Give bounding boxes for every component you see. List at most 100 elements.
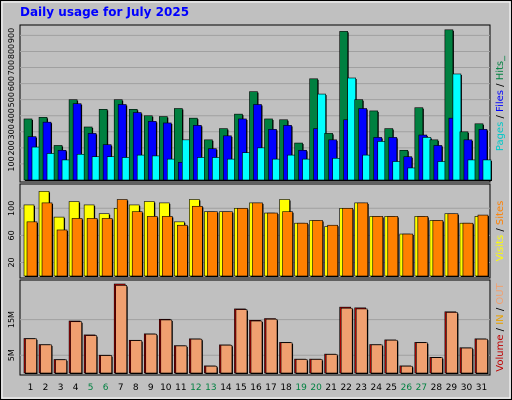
xtick-day-24: 24: [371, 383, 383, 393]
xtick-day-18: 18: [280, 383, 292, 393]
bar-sites-22: [342, 208, 353, 277]
bar-out-27: [416, 342, 428, 374]
bar-sites-17: [267, 212, 278, 277]
ytick-hits-200: 200: [7, 140, 16, 155]
bar-sites-6: [101, 218, 113, 277]
ytick-hits-500: 500: [7, 92, 16, 107]
bar-out-8: [130, 340, 143, 374]
bar-out-21: [325, 354, 338, 374]
ytick-volume-5: 5M: [7, 349, 16, 361]
bar-out-11: [175, 345, 188, 374]
bar-out-28: [431, 357, 443, 374]
ytick-hits-100: 100: [7, 156, 16, 171]
bar-sites-26: [402, 233, 414, 277]
legend-hits-part-5: _: [495, 55, 506, 62]
legend-hits: Pages / Files / Hits_: [495, 55, 506, 151]
bar-out-4: [70, 321, 82, 374]
bar-sites-24: [372, 216, 384, 277]
legend-volume: Volume / IN / OUT: [495, 282, 506, 371]
bar-sites-5: [86, 218, 98, 277]
bar-sites-15: [237, 208, 248, 277]
bar-sites-16: [252, 202, 263, 277]
xtick-day-6: 6: [103, 383, 109, 393]
legend-visits-part-2: Sites: [495, 201, 506, 225]
ytick-hits-400: 400: [7, 108, 16, 123]
bar-out-10: [160, 319, 173, 374]
legend-hits-part-1: /: [495, 112, 506, 122]
xtick-day-17: 17: [265, 383, 276, 393]
bar-out-1: [25, 338, 37, 374]
bar-pages-31: [482, 159, 492, 181]
bar-out-22: [340, 307, 353, 374]
bar-out-14: [220, 344, 233, 374]
xtick-day-21: 21: [325, 383, 336, 393]
xtick-day-12: 12: [190, 383, 201, 393]
xtick-day-29: 29: [446, 383, 458, 393]
ytick-hits-700: 700: [7, 60, 16, 75]
bar-sites-13: [207, 211, 218, 277]
bar-out-3: [55, 359, 67, 374]
bar-sites-23: [357, 202, 369, 277]
bar-sites-31: [477, 214, 489, 277]
legend-volume-part-2: IN: [495, 314, 506, 324]
bar-out-9: [145, 333, 158, 374]
xtick-day-3: 3: [58, 383, 64, 393]
legend-volume-part-4: OUT: [495, 282, 506, 304]
bar-sites-14: [222, 211, 233, 277]
xtick-day-15: 15: [235, 383, 246, 393]
xtick-day-8: 8: [133, 383, 139, 393]
legend-hits-part-3: /: [495, 80, 506, 90]
bar-sites-20: [312, 220, 323, 277]
legend-volume-part-3: /: [495, 305, 506, 315]
bar-out-26: [401, 365, 413, 374]
bar-sites-4: [71, 218, 83, 277]
xtick-day-10: 10: [160, 383, 172, 393]
bar-out-25: [385, 339, 398, 374]
bar-sites-9: [146, 216, 158, 277]
bar-out-17: [265, 318, 278, 374]
bar-sites-28: [432, 220, 444, 277]
bar-out-15: [235, 309, 248, 374]
bar-out-6: [100, 355, 112, 374]
xtick-day-23: 23: [355, 383, 366, 393]
bar-out-20: [310, 359, 323, 374]
bar-out-18: [280, 342, 293, 374]
bar-out-7: [115, 285, 127, 374]
ytick-visits-20: 20: [7, 257, 16, 267]
bar-sites-18: [282, 211, 293, 277]
xtick-day-14: 14: [220, 383, 232, 393]
bar-sites-21: [327, 224, 338, 277]
bar-out-23: [355, 308, 368, 374]
bar-out-29: [446, 312, 458, 374]
xtick-day-2: 2: [43, 383, 49, 393]
bar-out-5: [85, 335, 97, 374]
legend-visits: Visits / Sites: [495, 201, 506, 262]
xtick-day-19: 19: [295, 383, 307, 393]
xtick-day-25: 25: [386, 383, 397, 393]
bar-sites-3: [56, 229, 68, 277]
bar-out-16: [250, 320, 263, 374]
xtick-day-30: 30: [461, 383, 473, 393]
bar-sites-2: [41, 202, 53, 277]
ytick-visits-60: 60: [7, 230, 16, 240]
ytick-hits-900: 900: [7, 28, 16, 43]
xtick-day-13: 13: [205, 383, 216, 393]
bar-sites-8: [131, 211, 143, 277]
xtick-day-22: 22: [340, 383, 351, 393]
bar-sites-27: [417, 216, 429, 277]
ytick-hits-300: 300: [7, 124, 16, 139]
bar-pages-29: [452, 73, 462, 181]
bar-sites-19: [297, 222, 308, 277]
legend-volume-part-0: Volume: [495, 335, 506, 372]
xtick-day-28: 28: [431, 383, 443, 393]
ytick-visits-100: 100: [7, 201, 16, 216]
bar-out-30: [461, 347, 473, 374]
legend-hits-part-4: Hits: [495, 61, 506, 80]
bar-sites-12: [192, 205, 203, 277]
bar-out-2: [40, 344, 52, 374]
xtick-day-7: 7: [118, 383, 124, 393]
bar-sites-7: [116, 199, 128, 277]
bar-sites-25: [387, 216, 399, 277]
